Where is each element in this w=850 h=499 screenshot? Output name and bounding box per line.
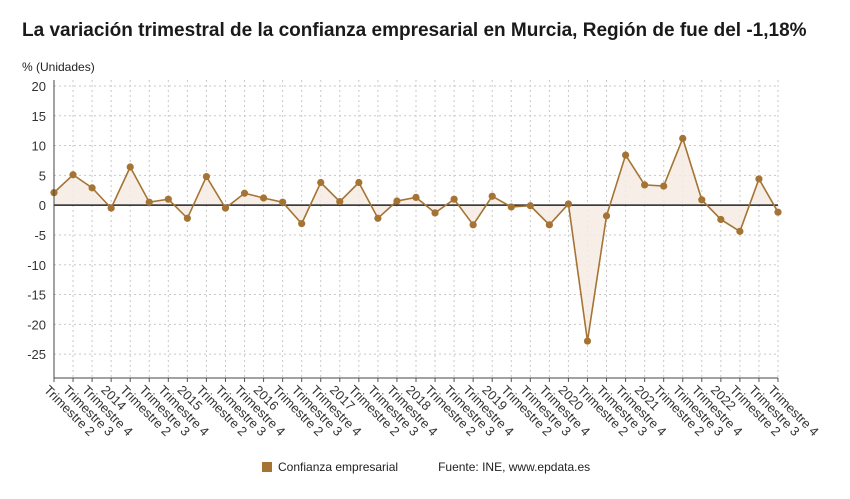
data-point bbox=[564, 200, 573, 208]
data-point bbox=[374, 214, 382, 222]
data-point bbox=[336, 197, 344, 206]
data-point bbox=[279, 198, 287, 206]
y-tick-label: -5 bbox=[34, 228, 46, 243]
data-point bbox=[545, 221, 553, 229]
data-point bbox=[126, 163, 134, 171]
data-point bbox=[526, 202, 534, 210]
y-tick-label: 10 bbox=[32, 139, 46, 154]
y-tick-label: -25 bbox=[27, 347, 46, 362]
data-point bbox=[412, 193, 420, 202]
data-point bbox=[393, 197, 401, 205]
data-point bbox=[164, 195, 172, 203]
data-point bbox=[202, 172, 211, 181]
data-point bbox=[221, 204, 230, 212]
y-tick-label: -10 bbox=[27, 258, 46, 273]
data-point bbox=[602, 212, 611, 220]
data-point bbox=[717, 215, 725, 224]
data-point bbox=[450, 195, 458, 203]
data-point bbox=[755, 175, 763, 183]
legend-label: Confianza empresarial bbox=[278, 460, 399, 474]
y-tick-label: 0 bbox=[39, 198, 46, 213]
legend-swatch bbox=[262, 462, 272, 472]
y-tick-label: 5 bbox=[39, 168, 46, 183]
y-tick-label: 15 bbox=[32, 109, 46, 124]
data-point bbox=[736, 227, 744, 235]
data-point bbox=[69, 171, 77, 179]
data-point bbox=[259, 194, 268, 202]
y-tick-label: 20 bbox=[32, 79, 46, 94]
data-point bbox=[488, 192, 496, 200]
data-point bbox=[431, 209, 439, 217]
chart-title: La variación trimestral de la confianza … bbox=[22, 20, 807, 41]
data-point bbox=[698, 196, 706, 204]
data-point bbox=[507, 203, 515, 211]
y-axis-ticks: 20 15 10 5 0 -5 -10 -15 -20 -25 bbox=[27, 79, 46, 362]
data-point bbox=[641, 181, 649, 189]
y-axis-unit-label: % (Unidades) bbox=[22, 60, 95, 74]
data-point bbox=[317, 178, 325, 187]
source-note: Fuente: INE, www.epdata.es bbox=[438, 460, 591, 474]
data-point bbox=[621, 151, 630, 159]
legend: Confianza empresarial Fuente: INE, www.e… bbox=[262, 460, 590, 474]
series-points bbox=[50, 134, 782, 345]
data-point bbox=[88, 184, 96, 192]
grid-lines bbox=[53, 80, 779, 378]
data-point bbox=[774, 208, 782, 216]
data-point bbox=[107, 204, 115, 212]
data-point bbox=[660, 182, 668, 190]
data-point bbox=[679, 134, 687, 143]
data-point bbox=[183, 214, 191, 222]
data-point bbox=[145, 198, 153, 206]
data-point bbox=[469, 221, 477, 229]
data-point bbox=[240, 189, 249, 197]
y-tick-label: -15 bbox=[27, 288, 46, 303]
y-tick-label: -20 bbox=[27, 317, 46, 332]
data-point bbox=[298, 220, 306, 228]
data-point bbox=[583, 337, 592, 345]
data-point bbox=[355, 178, 363, 187]
